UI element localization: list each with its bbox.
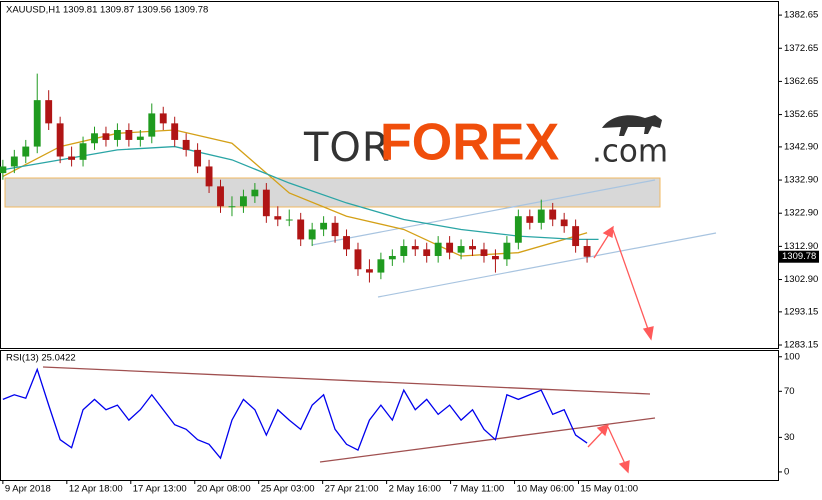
candle-body: [457, 246, 465, 253]
candle-body: [308, 229, 316, 240]
candle-body: [136, 136, 144, 140]
candle-body: [285, 219, 293, 221]
candle-body: [125, 129, 133, 140]
candle-body: [182, 139, 190, 150]
candle-body: [171, 123, 179, 140]
moving-average: [2, 145, 599, 241]
candle-body: [469, 246, 476, 250]
y-tick-label: 1372.65: [784, 43, 818, 54]
x-tick-label: 27 Apr 21:00: [325, 484, 379, 495]
candle-body: [549, 209, 557, 220]
channel-upper: [311, 179, 656, 246]
candle-body: [514, 216, 522, 243]
current-price-box: [779, 250, 819, 263]
candle-body: [10, 156, 18, 167]
candle-body: [400, 246, 408, 256]
candle-body: [480, 249, 488, 256]
price-panel-frame: [0, 1, 779, 349]
price-title: XAUUSD,H1 1309.81 1309.87 1309.56 1309.7…: [6, 5, 208, 16]
x-tick-label: 20 Apr 08:00: [197, 484, 251, 495]
candle-body: [423, 249, 431, 256]
resistance-zone: [4, 177, 661, 208]
y-tick-label: 100: [784, 351, 800, 362]
rsi-panel-frame: [0, 350, 779, 481]
candle-body: [354, 249, 362, 270]
candle-body: [331, 222, 339, 237]
candle-body: [0, 166, 7, 174]
candle-body: [503, 242, 511, 260]
y-tick-label: 1312.90: [784, 241, 818, 252]
channel-lower: [377, 232, 717, 298]
y-tick-label: 1362.65: [784, 76, 818, 87]
y-tick-label: 1283.15: [784, 340, 818, 351]
candle-body: [583, 246, 591, 257]
y-tick-label: 1293.15: [784, 306, 818, 317]
x-tick-label: 10 May 06:00: [517, 484, 575, 495]
y-tick-label: 0: [784, 466, 789, 477]
current-price-label: 1309.78: [782, 251, 816, 262]
y-tick-label: 1302.90: [784, 274, 818, 285]
candle-body: [45, 100, 53, 124]
candle-body: [91, 133, 98, 144]
rsi-line: [2, 367, 588, 460]
candle-body: [537, 209, 545, 223]
candle-body: [113, 129, 121, 140]
logo-brand: FOREX: [380, 114, 559, 172]
y-tick-label: 1382.65: [784, 10, 818, 21]
candle-body: [148, 113, 156, 137]
candle-body: [377, 259, 385, 273]
candle-body: [68, 156, 76, 160]
candle-body: [320, 222, 328, 230]
candle-body: [434, 242, 442, 256]
x-tick-label: 15 May 01:00: [580, 484, 638, 495]
logo-bull: [602, 115, 662, 136]
x-tick-label: 12 Apr 18:00: [69, 484, 123, 495]
rsi-title: RSI(13) 25.0422: [6, 353, 76, 364]
logo-suffix: .com: [592, 134, 668, 170]
candle-body: [343, 236, 350, 250]
y-tick-label: 30: [784, 432, 795, 443]
candle-body: [205, 166, 213, 187]
candle-body: [228, 206, 236, 208]
logo: TOR FOREX .com: [303, 114, 668, 172]
x-tick-label: 2 May 16:00: [389, 484, 441, 495]
candle-body: [526, 216, 534, 223]
candle-body: [365, 269, 373, 273]
candle-body: [239, 196, 247, 207]
candle-body: [411, 246, 419, 250]
x-tick-label: 9 Apr 2018: [5, 484, 51, 495]
candle-body: [22, 146, 30, 157]
y-tick-label: 1332.90: [784, 175, 818, 186]
candle-body: [560, 219, 568, 227]
x-tick-label: 7 May 11:00: [453, 484, 505, 495]
forecast-arrows: [42, 225, 656, 474]
candle-body: [446, 242, 454, 253]
candle-body: [297, 219, 305, 240]
candle-body: [79, 143, 87, 160]
candle-body: [251, 189, 259, 197]
y-tick-label: 1322.90: [784, 208, 818, 219]
candle-body: [217, 186, 224, 207]
candle-body: [194, 149, 202, 167]
candle-body: [56, 123, 64, 157]
candle-body: [159, 113, 167, 124]
x-tick-label: 17 Apr 13:00: [133, 484, 187, 495]
y-tick-label: 1352.65: [784, 109, 818, 120]
candle-body: [102, 133, 110, 140]
candle-body: [274, 216, 282, 220]
candle-body: [572, 226, 580, 247]
candle-body: [492, 255, 499, 260]
logo-left: TOR: [303, 125, 391, 171]
candle-body: [388, 255, 396, 260]
y-tick-label: 1342.90: [784, 141, 818, 152]
candle-body: [33, 100, 41, 147]
y-tick-label: 70: [784, 386, 795, 397]
candle-body: [262, 189, 270, 217]
x-tick-label: 25 Apr 03:00: [261, 484, 315, 495]
